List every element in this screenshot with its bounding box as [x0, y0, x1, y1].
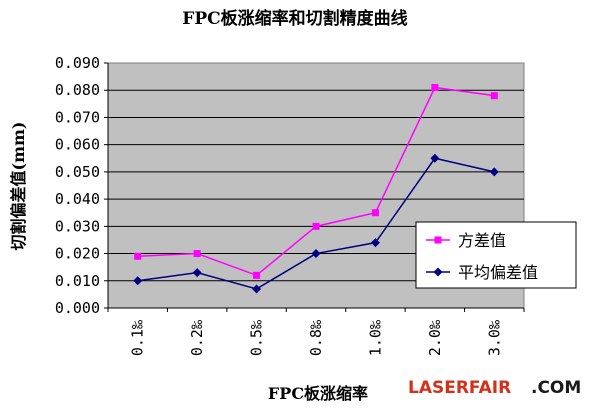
x-tick-label: 2.0‰ — [426, 319, 444, 356]
x-tick-label: 0.2‰ — [188, 319, 206, 356]
data-point — [252, 284, 262, 294]
x-tick-label: 0.5‰ — [248, 319, 266, 356]
legend-marker — [434, 236, 442, 244]
data-point — [193, 250, 201, 258]
x-tick-label: 0.1‰ — [129, 319, 147, 356]
legend-marker — [433, 267, 443, 277]
y-tick-label: 0.050 — [55, 163, 100, 181]
y-tick-label: 0.010 — [55, 272, 100, 290]
data-point — [133, 276, 143, 286]
chart-title: FPC板涨缩率和切割精度曲线 — [182, 8, 407, 29]
data-point — [192, 268, 202, 278]
watermark-logo: LASERFAIR .COM — [408, 378, 581, 398]
y-tick-label: 0.030 — [55, 217, 100, 235]
y-tick-label: 0.070 — [55, 108, 100, 126]
data-point — [489, 167, 499, 177]
legend-label: 平均偏差值 — [458, 263, 538, 282]
x-tick-label: 1.0‰ — [366, 319, 384, 356]
legend-box — [415, 221, 577, 289]
y-tick-label: 0.000 — [55, 299, 100, 317]
data-point — [134, 252, 142, 260]
plot-area: 0.000 0.010 0.020 0.030 0.040 0.050 0.060 0.070… — [55, 54, 525, 356]
data-point — [370, 238, 380, 248]
data-point — [312, 222, 320, 230]
y-tick-label: 0.090 — [55, 54, 100, 72]
y-tick-label: 0.040 — [55, 190, 100, 208]
data-point — [311, 249, 321, 259]
y-tick-label: 0.080 — [55, 81, 100, 99]
x-axis-title: FPC板涨缩率 — [268, 384, 368, 403]
y-tick-label: 0.020 — [55, 245, 100, 263]
legend-label: 方差值 — [458, 231, 506, 250]
y-tick-label: 0.060 — [55, 136, 100, 154]
data-point — [431, 84, 439, 91]
watermark-com: .COM — [531, 378, 581, 398]
y-axis-title: 切割偏差值(mm) — [9, 121, 28, 250]
watermark-laserfair: LASERFAIR — [408, 378, 511, 398]
data-point — [430, 153, 440, 163]
data-point — [371, 209, 379, 217]
data-point — [490, 92, 498, 100]
x-tick-label: 0.8‰ — [307, 319, 325, 356]
data-point — [253, 271, 261, 279]
x-tick-label: 3.0‰ — [485, 319, 503, 356]
